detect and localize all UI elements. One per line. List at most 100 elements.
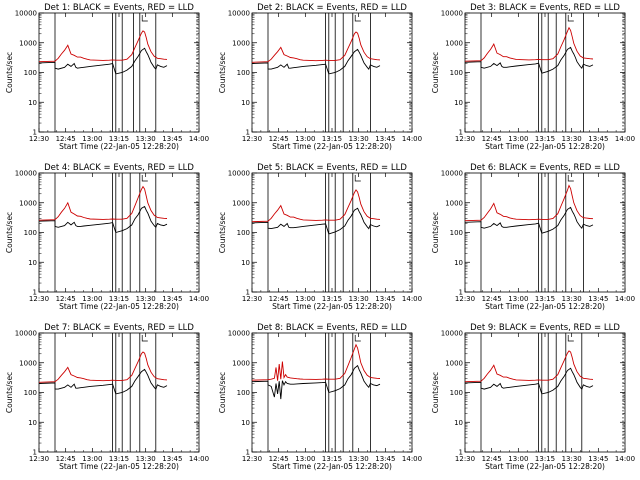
y-tick-label: 10 [241,419,250,427]
chart-panel-4: Det 4: BLACK = Events, RED = LLD 1 10 100 10… [5,163,209,311]
x-axis-label: Start Time (22-Jan-05 12:28:20) [272,142,392,151]
x-tick-label: 13:15 [109,135,129,143]
bracket-marker [354,175,361,182]
x-tick-label: 14:00 [402,455,422,463]
chart-title: Det 7: BLACK = Events, RED = LLD [44,323,194,333]
x-tick-label: 13:45 [375,295,395,303]
x-tick-label: 14:00 [189,295,209,303]
y-tick-label: 10000 [441,10,463,18]
x-tick-label: 13:00 [295,135,315,143]
bracket-marker [354,335,361,342]
bracket-marker [141,175,148,182]
x-tick-label: 14:00 [402,135,422,143]
x-tick-label: 12:45 [482,135,502,143]
y-tick-label: 100 [24,229,37,237]
x-axis-label: Start Time (22-Jan-05 12:28:20) [485,142,605,151]
x-axis-label: Start Time (22-Jan-05 12:28:20) [485,462,605,471]
x-tick-label: 13:15 [535,295,555,303]
x-tick-label: 12:30 [29,455,49,463]
x-tick-label: 13:30 [136,455,156,463]
y-tick-label: 1 [246,129,250,137]
y-tick-label: 1000 [232,359,250,367]
y-tick-label: 1 [459,449,463,457]
y-axis-label: Counts/sec [218,372,227,413]
y-axis-label: Counts/sec [5,52,14,93]
y-axis-label: Counts/sec [431,372,440,413]
x-tick-label: 13:30 [349,135,369,143]
y-tick-label: 10000 [15,170,37,178]
x-tick-label: 13:00 [508,295,528,303]
x-tick-label: 13:00 [82,455,102,463]
plot-frame [251,12,413,133]
x-axis-label: Start Time (22-Jan-05 12:28:20) [59,462,179,471]
lld-series-line [464,350,594,383]
x-tick-label: 12:30 [455,135,475,143]
y-axis-label: Counts/sec [218,212,227,253]
events-series-line [251,48,381,75]
y-tick-label: 10 [28,259,37,267]
x-tick-label: 14:00 [615,295,635,303]
x-tick-label: 14:00 [189,135,209,143]
x-axis-label: Start Time (22-Jan-05 12:28:20) [59,142,179,151]
y-tick-label: 100 [237,229,250,237]
x-tick-label: 13:45 [162,135,182,143]
y-tick-label: 10 [454,259,463,267]
chart-panel-7: Det 7: BLACK = Events, RED = LLD 1 10 100 10… [5,323,209,471]
bracket-marker [354,15,361,22]
x-tick-label: 13:45 [588,455,608,463]
x-tick-label: 13:00 [295,455,315,463]
events-series-line [38,368,168,395]
chart-panel-1: Det 1: BLACK = Events, RED = LLD 1 10 100 10… [5,3,209,151]
x-tick-label: 12:30 [29,135,49,143]
x-tick-label: 13:15 [535,135,555,143]
chart-title: Det 2: BLACK = Events, RED = LLD [257,3,407,13]
x-tick-label: 13:45 [162,295,182,303]
x-tick-label: 12:45 [482,295,502,303]
chart-title: Det 6: BLACK = Events, RED = LLD [470,163,620,173]
x-tick-label: 13:45 [375,135,395,143]
x-tick-label: 13:45 [588,135,608,143]
bracket-marker [567,335,574,342]
chart-title: Det 8: BLACK = Events, RED = LLD [257,323,407,333]
y-tick-label: 100 [24,69,37,77]
y-tick-label: 10000 [441,330,463,338]
x-tick-label: 13:30 [136,135,156,143]
x-tick-label: 13:15 [109,295,129,303]
y-tick-label: 10000 [228,10,250,18]
y-tick-label: 10 [241,99,250,107]
events-series-line [38,205,168,234]
events-series-line [464,367,594,395]
x-tick-label: 13:15 [535,455,555,463]
x-tick-label: 13:00 [508,135,528,143]
events-series-line [251,364,381,400]
x-tick-label: 13:15 [322,295,342,303]
x-tick-label: 12:30 [242,455,262,463]
y-tick-label: 1 [246,289,250,297]
y-tick-label: 1 [33,449,37,457]
lld-series-line [251,189,381,223]
y-tick-label: 100 [237,389,250,397]
x-tick-label: 13:15 [109,455,129,463]
x-tick-label: 13:15 [322,135,342,143]
bracket-marker [567,175,574,182]
events-series-line [38,47,168,75]
x-tick-label: 12:30 [29,295,49,303]
chart-panel-6: Det 6: BLACK = Events, RED = LLD 1 10 100 10… [431,163,635,311]
x-tick-label: 14:00 [615,455,635,463]
x-axis-label: Start Time (22-Jan-05 12:28:20) [485,302,605,311]
lld-series-line [464,184,594,222]
chart-panel-2: Det 2: BLACK = Events, RED = LLD 1 10 100 10… [218,3,422,151]
y-tick-label: 10000 [15,10,37,18]
y-tick-label: 1 [33,289,37,297]
x-tick-label: 14:00 [402,295,422,303]
y-tick-label: 1 [246,449,250,457]
chart-title: Det 1: BLACK = Events, RED = LLD [44,3,194,13]
x-tick-label: 13:00 [82,295,102,303]
events-series-line [464,46,594,74]
x-axis-label: Start Time (22-Jan-05 12:28:20) [59,302,179,311]
chart-panel-8: Det 8: BLACK = Events, RED = LLD 1 10 100 10… [218,323,422,471]
bracket-marker [141,15,148,22]
y-tick-label: 10000 [15,330,37,338]
chart-title: Det 3: BLACK = Events, RED = LLD [470,3,620,13]
